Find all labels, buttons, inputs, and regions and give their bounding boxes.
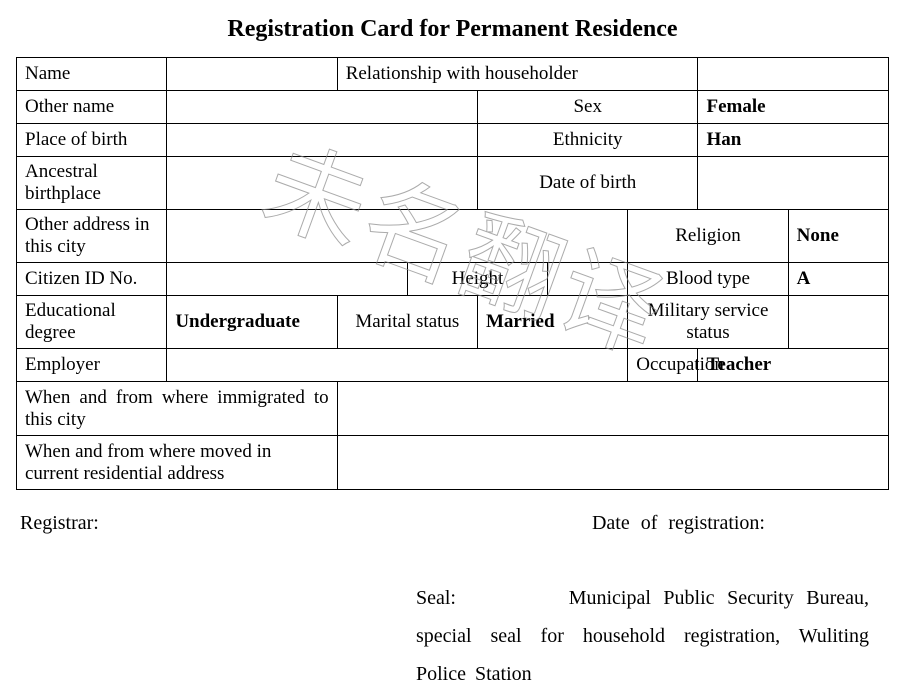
value-ancestral-birthplace (167, 157, 478, 210)
date-of-registration-label: Date of registration: (592, 512, 765, 535)
label-name: Name (17, 58, 167, 91)
page-title: Registration Card for Permanent Residenc… (16, 16, 889, 43)
value-blood-type: A (788, 263, 888, 296)
value-height (548, 263, 628, 296)
value-sex: Female (698, 91, 889, 124)
value-marital-status: Married (477, 296, 627, 349)
registrar-label: Registrar: (20, 512, 99, 535)
value-educational-degree: Undergraduate (167, 296, 337, 349)
value-employer (167, 349, 628, 382)
value-citizen-id (167, 263, 408, 296)
label-occupation: Occupation (628, 349, 698, 382)
label-ancestral-birthplace: Ancestral birthplace (17, 157, 167, 210)
label-citizen-id: Citizen ID No. (17, 263, 167, 296)
value-other-address (167, 210, 628, 263)
label-employer: Employer (17, 349, 167, 382)
label-military-service: Military service status (628, 296, 788, 349)
value-place-of-birth (167, 124, 478, 157)
value-other-name (167, 91, 478, 124)
label-educational-degree: Educational degree (17, 296, 167, 349)
label-relationship: Relationship with householder (337, 58, 698, 91)
value-name (167, 58, 337, 91)
value-military-service (788, 296, 888, 349)
label-sex: Sex (477, 91, 698, 124)
value-moved-in (337, 436, 888, 490)
label-other-address: Other address in this city (17, 210, 167, 263)
value-immigrated (337, 382, 888, 436)
label-blood-type: Blood type (628, 263, 788, 296)
label-moved-in: When and from where moved in current res… (17, 436, 338, 490)
value-occupation: Teacher (698, 349, 889, 382)
label-ethnicity: Ethnicity (477, 124, 698, 157)
value-ethnicity: Han (698, 124, 889, 157)
seal-label: Seal: (416, 587, 456, 609)
value-religion: None (788, 210, 888, 263)
seal-text: Municipal Public Security Bureau, specia… (416, 587, 869, 685)
value-relationship (698, 58, 889, 91)
label-height: Height (407, 263, 547, 296)
label-immigrated: When and from where immigrated to this c… (17, 382, 338, 436)
registration-table: Name Relationship with householder Other… (16, 57, 889, 490)
label-religion: Religion (628, 210, 788, 263)
label-date-of-birth: Date of birth (477, 157, 698, 210)
footer: Registrar: Date of registration: Seal: M… (16, 512, 889, 693)
label-marital-status: Marital status (337, 296, 477, 349)
value-date-of-birth (698, 157, 889, 210)
label-other-name: Other name (17, 91, 167, 124)
label-place-of-birth: Place of birth (17, 124, 167, 157)
